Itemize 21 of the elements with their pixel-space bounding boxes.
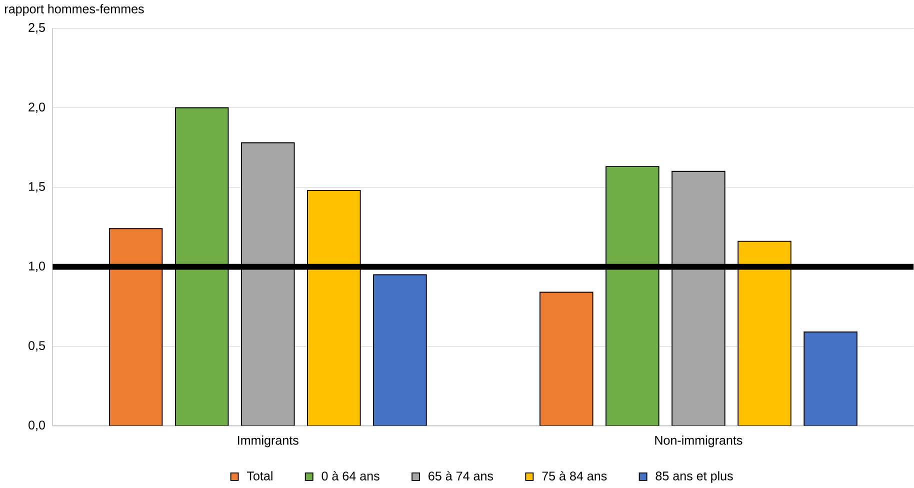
y-tick-label: 2,0 — [28, 102, 45, 114]
y-tick-label: 1,0 — [29, 262, 45, 272]
legend-label: 65 à 74 ans — [428, 471, 494, 481]
bar — [373, 274, 427, 426]
y-tick-label: 0,0 — [28, 420, 45, 432]
bar — [606, 166, 660, 426]
bar — [240, 142, 295, 426]
bar — [672, 171, 726, 426]
x-tick-label: Non-immigrants — [655, 436, 742, 448]
bar — [804, 332, 858, 426]
legend-label: 75 à 84 ans — [542, 471, 607, 481]
y-tick-label: 0,5 — [28, 341, 45, 352]
legend-label: 0 à 64 ans — [322, 471, 380, 481]
bar — [174, 108, 229, 426]
legend-label: Total — [246, 471, 272, 481]
y-tick-label: 1,5 — [29, 182, 45, 193]
legend-label: 85 ans et plus — [656, 471, 733, 484]
bar — [539, 292, 594, 426]
y-tick-label: 2,5 — [28, 23, 45, 34]
y-axis-title: rapport hommes-femmes — [5, 4, 144, 16]
x-tick-label: Immigrants — [238, 436, 298, 448]
